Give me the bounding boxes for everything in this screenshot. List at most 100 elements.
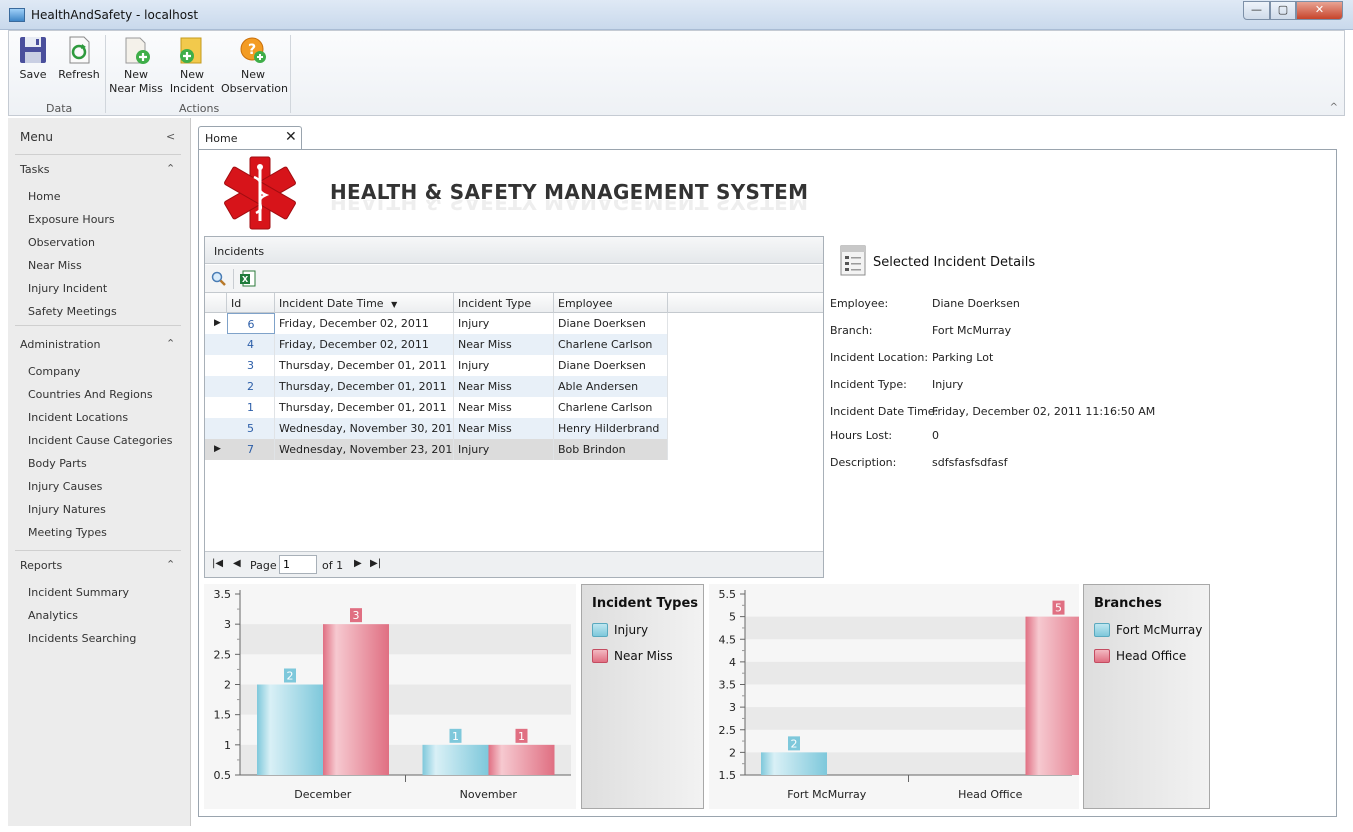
column-header-date-label: Incident Date Time	[279, 297, 384, 310]
search-icon[interactable]	[211, 271, 227, 287]
legend-label-head-office: Head Office	[1116, 649, 1187, 663]
new-incident-line2: Incident	[169, 82, 215, 95]
data-label-box	[449, 728, 462, 743]
last-page-icon[interactable]: ▶|	[370, 558, 382, 569]
table-row[interactable]: ▶ 6 Friday, December 02, 2011 Injury Diane D…	[205, 313, 668, 334]
maximize-button[interactable]: ▢	[1270, 1, 1296, 20]
collapse-menu-icon[interactable]: <	[166, 130, 176, 143]
sidebar-item-safety-meetings[interactable]: Safety Meetings	[28, 305, 117, 318]
bar	[761, 752, 827, 775]
table-row[interactable]: 5 Wednesday, November 30, 2011 Near Miss He…	[205, 418, 668, 439]
cell-date: Friday, December 02, 2011	[275, 313, 454, 334]
refresh-icon	[69, 36, 90, 64]
first-page-icon[interactable]: |◀	[212, 558, 224, 569]
sidebar-item-countries-and-regions[interactable]: Countries And Regions	[28, 388, 153, 401]
column-header-date[interactable]: Incident Date Time ▼	[275, 293, 454, 313]
table-row[interactable]: 4 Friday, December 02, 2011 Near Miss Charl…	[205, 334, 668, 355]
sidebar-item-injury-causes[interactable]: Injury Causes	[28, 480, 103, 493]
new-near-miss-button[interactable]: New Near Miss	[109, 35, 163, 96]
column-header-employee[interactable]: Employee	[554, 293, 668, 313]
y-tick-label: 3	[729, 701, 736, 714]
group-divider	[290, 35, 291, 113]
minimize-button[interactable]: —	[1243, 1, 1270, 20]
sidebar-item-injury-natures[interactable]: Injury Natures	[28, 503, 106, 516]
cell-id: 2	[227, 376, 275, 397]
y-tick-label: 3.5	[214, 588, 232, 601]
new-observation-icon: ?	[240, 37, 266, 63]
sidebar-item-incident-cause-categories[interactable]: Incident Cause Categories	[28, 434, 173, 447]
page-count-label: of 1	[322, 559, 344, 572]
table-row[interactable]: ▶ 7 Wednesday, November 23, 2011 Injury Bob …	[205, 439, 668, 460]
page-number-input[interactable]	[279, 555, 317, 574]
close-window-button[interactable]: ✕	[1296, 1, 1343, 20]
cell-id: 1	[227, 397, 275, 418]
cell-type: Near Miss	[454, 418, 554, 439]
ribbon-collapse-icon[interactable]: ^	[1329, 102, 1338, 113]
grid-title-bar: Incidents	[205, 237, 823, 264]
sidebar-item-home[interactable]: Home	[28, 190, 61, 203]
sidebar-item-incidents-searching[interactable]: Incidents Searching	[28, 632, 137, 645]
sidebar-item-meeting-types[interactable]: Meeting Types	[28, 526, 107, 539]
new-incident-icon	[180, 37, 202, 64]
y-tick-label: 1.5	[719, 769, 737, 782]
reports-header[interactable]: Reports	[20, 559, 63, 572]
sidebar-item-incident-summary[interactable]: Incident Summary	[28, 586, 130, 599]
incident-details-icon	[840, 245, 866, 276]
sidebar-item-near-miss[interactable]: Near Miss	[28, 259, 82, 272]
new-incident-button[interactable]: New Incident	[169, 35, 215, 96]
administration-header[interactable]: Administration	[20, 338, 101, 351]
y-tick-label: 3.5	[719, 679, 737, 692]
ribbon: Save Refresh Data New Near Miss New Inci…	[8, 30, 1345, 116]
cell-type: Injury	[454, 439, 554, 460]
chevron-up-icon[interactable]: ⌃	[166, 558, 176, 571]
svg-text:?: ?	[248, 42, 256, 58]
close-tab-icon[interactable]: ✕	[285, 129, 297, 145]
previous-page-icon[interactable]: ◀	[233, 558, 241, 569]
data-label: 1	[452, 730, 459, 743]
y-tick-label: 4	[729, 656, 736, 669]
new-incident-line1: New	[180, 68, 204, 81]
tasks-header[interactable]: Tasks	[20, 163, 50, 176]
sidebar-item-body-parts[interactable]: Body Parts	[28, 457, 87, 470]
refresh-button[interactable]: Refresh	[57, 35, 101, 82]
tab-home[interactable]: Home ✕	[198, 126, 302, 150]
export-excel-icon[interactable]: X	[240, 270, 256, 287]
sidebar-item-exposure-hours[interactable]: Exposure Hours	[28, 213, 115, 226]
menu-label: Menu	[20, 130, 53, 144]
bar	[488, 744, 555, 775]
cell-date: Wednesday, November 30, 2011	[275, 418, 454, 439]
sidebar-item-injury-incident[interactable]: Injury Incident	[28, 282, 108, 295]
detail-label: Branch:	[830, 324, 873, 337]
column-header-type[interactable]: Incident Type	[454, 293, 554, 313]
detail-value: sdfsfasfsdfasf	[932, 456, 1008, 469]
bar	[257, 684, 323, 775]
details-title: Selected Incident Details	[873, 255, 1036, 270]
sidebar-item-company[interactable]: Company	[28, 365, 81, 378]
app-icon	[9, 8, 25, 22]
app-title-reflection: HEALTH & SAFETY MANAGEMENT SYSTEM	[330, 200, 809, 214]
cell-id: 3	[227, 355, 275, 376]
sidebar-item-incident-locations[interactable]: Incident Locations	[28, 411, 129, 424]
sidebar-item-analytics[interactable]: Analytics	[28, 609, 78, 622]
column-header-id[interactable]: Id	[227, 293, 275, 313]
table-row[interactable]: 3 Thursday, December 01, 2011 Injury Diane …	[205, 355, 668, 376]
grid-header-row: Id Incident Date Time ▼ Incident Type Em…	[205, 293, 823, 313]
cell-type: Injury	[454, 313, 554, 334]
sidebar-item-observation[interactable]: Observation	[28, 236, 95, 249]
legend-title: Branches	[1094, 596, 1162, 611]
table-row[interactable]: 2 Thursday, December 01, 2011 Near Miss Abl…	[205, 376, 668, 397]
grid-pager: |◀ ◀ Page of 1 ▶ ▶|	[205, 551, 823, 577]
cell-date: Thursday, December 01, 2011	[275, 355, 454, 376]
sort-descending-icon: ▼	[391, 300, 398, 309]
chevron-up-icon[interactable]: ⌃	[166, 162, 176, 175]
new-near-miss-line1: New	[124, 68, 148, 81]
save-button[interactable]: Save	[17, 35, 49, 82]
data-label: 5	[1055, 602, 1062, 615]
app-title: HEALTH & SAFETY MANAGEMENT SYSTEM	[330, 180, 809, 204]
table-row[interactable]: 1 Thursday, December 01, 2011 Near Miss Cha…	[205, 397, 668, 418]
chevron-up-icon[interactable]: ⌃	[166, 337, 176, 350]
next-page-icon[interactable]: ▶	[354, 558, 362, 569]
divider	[15, 550, 181, 551]
new-observation-button[interactable]: ? New Observation	[221, 35, 288, 96]
legend-swatch-injury	[592, 623, 608, 637]
